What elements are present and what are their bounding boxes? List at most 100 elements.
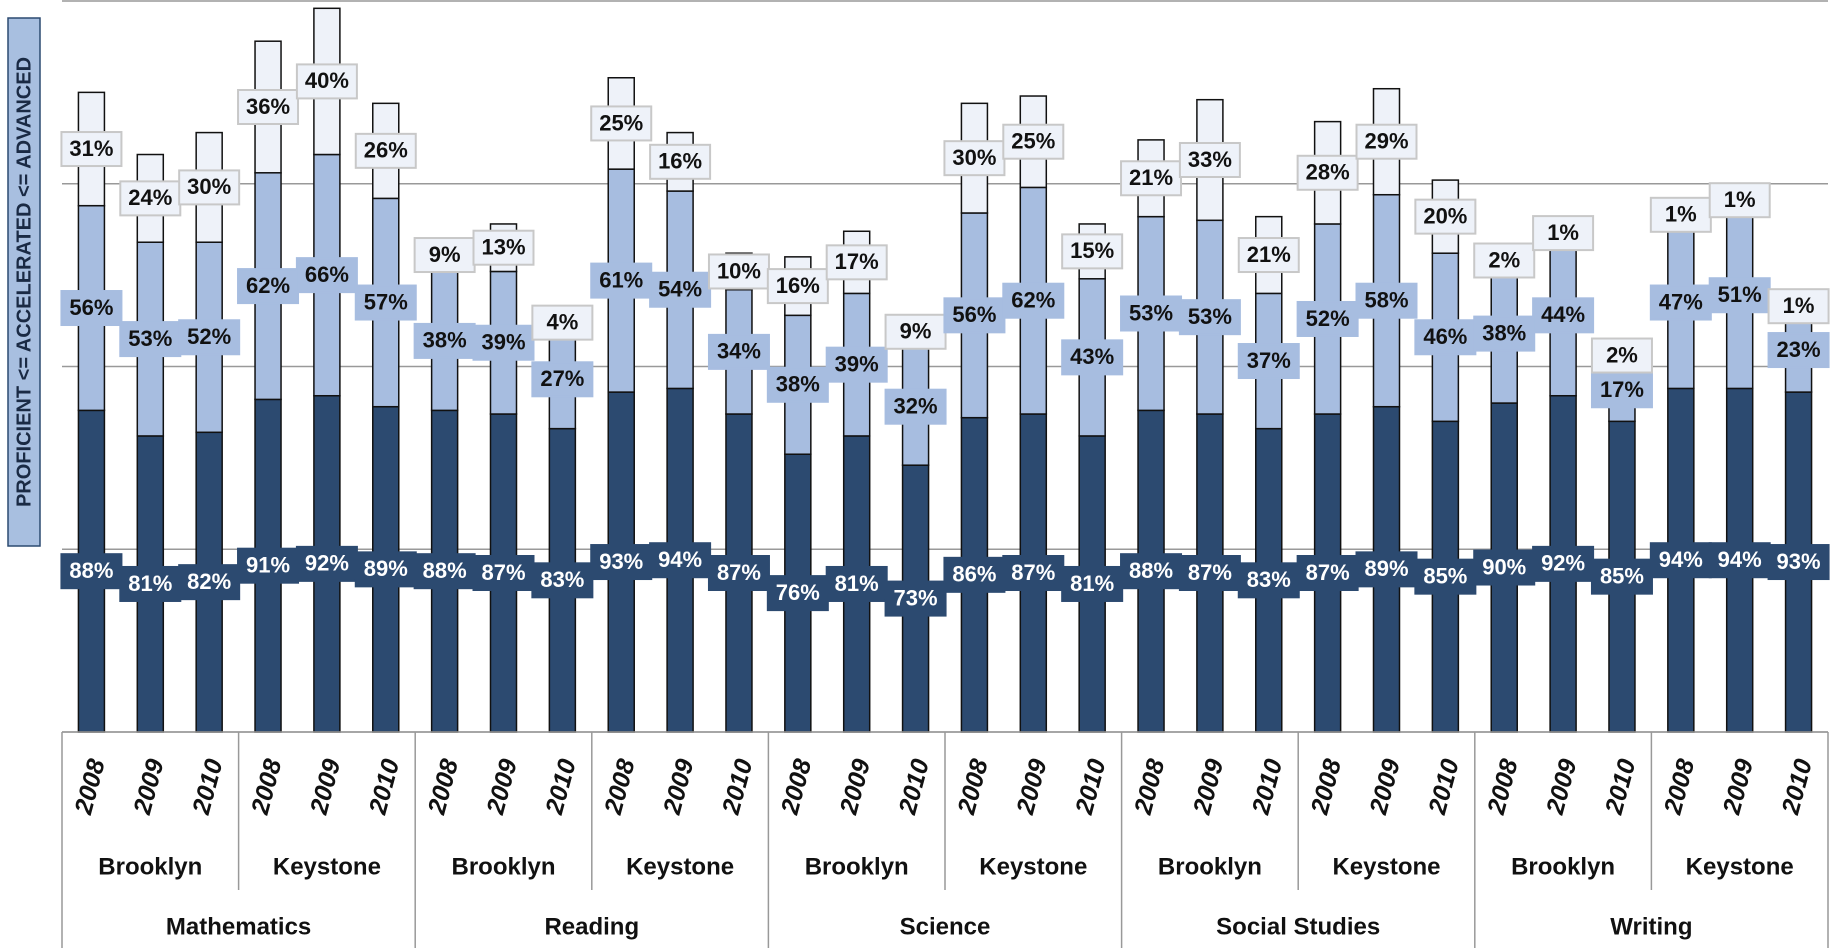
data-label: 94%: [658, 547, 702, 572]
x-tick-label: 2008: [599, 756, 641, 818]
data-label-box: [884, 313, 947, 350]
data-label-box: [178, 169, 241, 206]
data-label: 56%: [952, 302, 996, 327]
data-label: 86%: [952, 562, 996, 587]
data-label-box: [884, 388, 947, 425]
data-label: 4%: [546, 309, 578, 334]
data-label: 94%: [1718, 547, 1762, 572]
data-label-box: [590, 544, 653, 581]
data-label: 82%: [187, 569, 231, 594]
data-label: 39%: [835, 351, 879, 376]
data-label-box: [178, 319, 241, 356]
data-label: 46%: [1423, 324, 1467, 349]
data-label-box: [1237, 237, 1300, 274]
data-label: 87%: [717, 560, 761, 585]
x-tick-label: 2009: [658, 756, 700, 818]
data-label: 62%: [246, 273, 290, 298]
data-label-box: [295, 545, 358, 582]
data-label: 81%: [128, 571, 172, 596]
data-label: 30%: [952, 145, 996, 170]
data-label-box: [1355, 551, 1418, 588]
data-label: 52%: [187, 324, 231, 349]
data-label: 33%: [1188, 147, 1232, 172]
data-label: 30%: [187, 174, 231, 199]
subject-label: Writing: [1610, 913, 1692, 940]
data-label: 34%: [717, 339, 761, 364]
data-label: 13%: [481, 235, 525, 260]
data-label: 83%: [1247, 567, 1291, 592]
x-tick-label: 2008: [776, 756, 818, 818]
data-label: 25%: [599, 110, 643, 135]
data-label-box: [531, 304, 594, 341]
data-label: 26%: [364, 138, 408, 163]
data-label: 88%: [1129, 558, 1173, 583]
data-label: 66%: [305, 262, 349, 287]
data-label: 85%: [1423, 563, 1467, 588]
x-tick-label: 2008: [1129, 756, 1171, 818]
data-label: 73%: [894, 585, 938, 610]
data-label: 52%: [1306, 306, 1350, 331]
x-tick-label: 2009: [1717, 756, 1759, 818]
data-label-box: [60, 131, 123, 168]
data-label-box: [766, 366, 829, 403]
subject-label: Mathematics: [166, 913, 311, 940]
data-label: 57%: [364, 289, 408, 314]
data-label-box: [472, 229, 535, 266]
data-label: 21%: [1247, 242, 1291, 267]
data-label: 83%: [540, 567, 584, 592]
data-label: 21%: [1129, 165, 1173, 190]
data-label: 1%: [1547, 220, 1579, 245]
data-label-box: [1002, 282, 1065, 319]
data-label-box: [1296, 300, 1359, 337]
data-label: 89%: [364, 556, 408, 581]
data-label-box: [1473, 315, 1536, 352]
data-label-box: [1414, 198, 1477, 235]
data-label: 53%: [128, 326, 172, 351]
data-label-box: [60, 553, 123, 590]
y-axis-label: PROFICIENT <= ACCELERATED <= ADVANCED: [13, 57, 35, 507]
data-label: 62%: [1011, 288, 1055, 313]
data-label: 88%: [69, 558, 113, 583]
data-label: 87%: [481, 560, 525, 585]
data-label-box: [1590, 558, 1653, 595]
data-label-box: [1473, 549, 1536, 586]
data-label-box: [1178, 141, 1241, 178]
data-label-box: [1649, 284, 1712, 321]
data-label-box: [766, 268, 829, 305]
data-label-box: [649, 271, 712, 308]
x-tick-label: 2009: [128, 756, 170, 818]
x-tick-label: 2009: [834, 756, 876, 818]
data-label-box: [295, 257, 358, 294]
data-label: 51%: [1718, 282, 1762, 307]
data-label: 38%: [423, 328, 467, 353]
data-label: 94%: [1659, 547, 1703, 572]
data-label-box: [472, 324, 535, 361]
x-tick-label: 2010: [187, 756, 229, 818]
data-label-box: [766, 575, 829, 612]
x-tick-label: 2009: [305, 756, 347, 818]
data-label: 2%: [1488, 247, 1520, 272]
school-label: Brooklyn: [805, 853, 909, 880]
data-label: 17%: [1600, 377, 1644, 402]
data-label-box: [354, 284, 417, 321]
data-label-box: [707, 333, 770, 370]
data-label-box: [1296, 154, 1359, 191]
school-label: Keystone: [1686, 853, 1794, 880]
data-label-box: [531, 361, 594, 398]
x-tick-label: 2010: [1600, 756, 1642, 818]
school-label: Keystone: [979, 853, 1087, 880]
data-label: 17%: [835, 249, 879, 274]
data-label: 76%: [776, 580, 820, 605]
data-label-box: [825, 244, 888, 281]
x-tick-label: 2009: [1011, 756, 1053, 818]
data-label: 20%: [1423, 203, 1467, 228]
data-label-box: [413, 322, 476, 359]
data-label: 53%: [1188, 304, 1232, 329]
data-label-box: [531, 562, 594, 599]
data-label: 92%: [305, 551, 349, 576]
data-label: 53%: [1129, 300, 1173, 325]
data-label-box: [237, 547, 300, 584]
data-label: 93%: [599, 549, 643, 574]
data-label-box: [237, 88, 300, 125]
data-label: 1%: [1665, 202, 1697, 227]
